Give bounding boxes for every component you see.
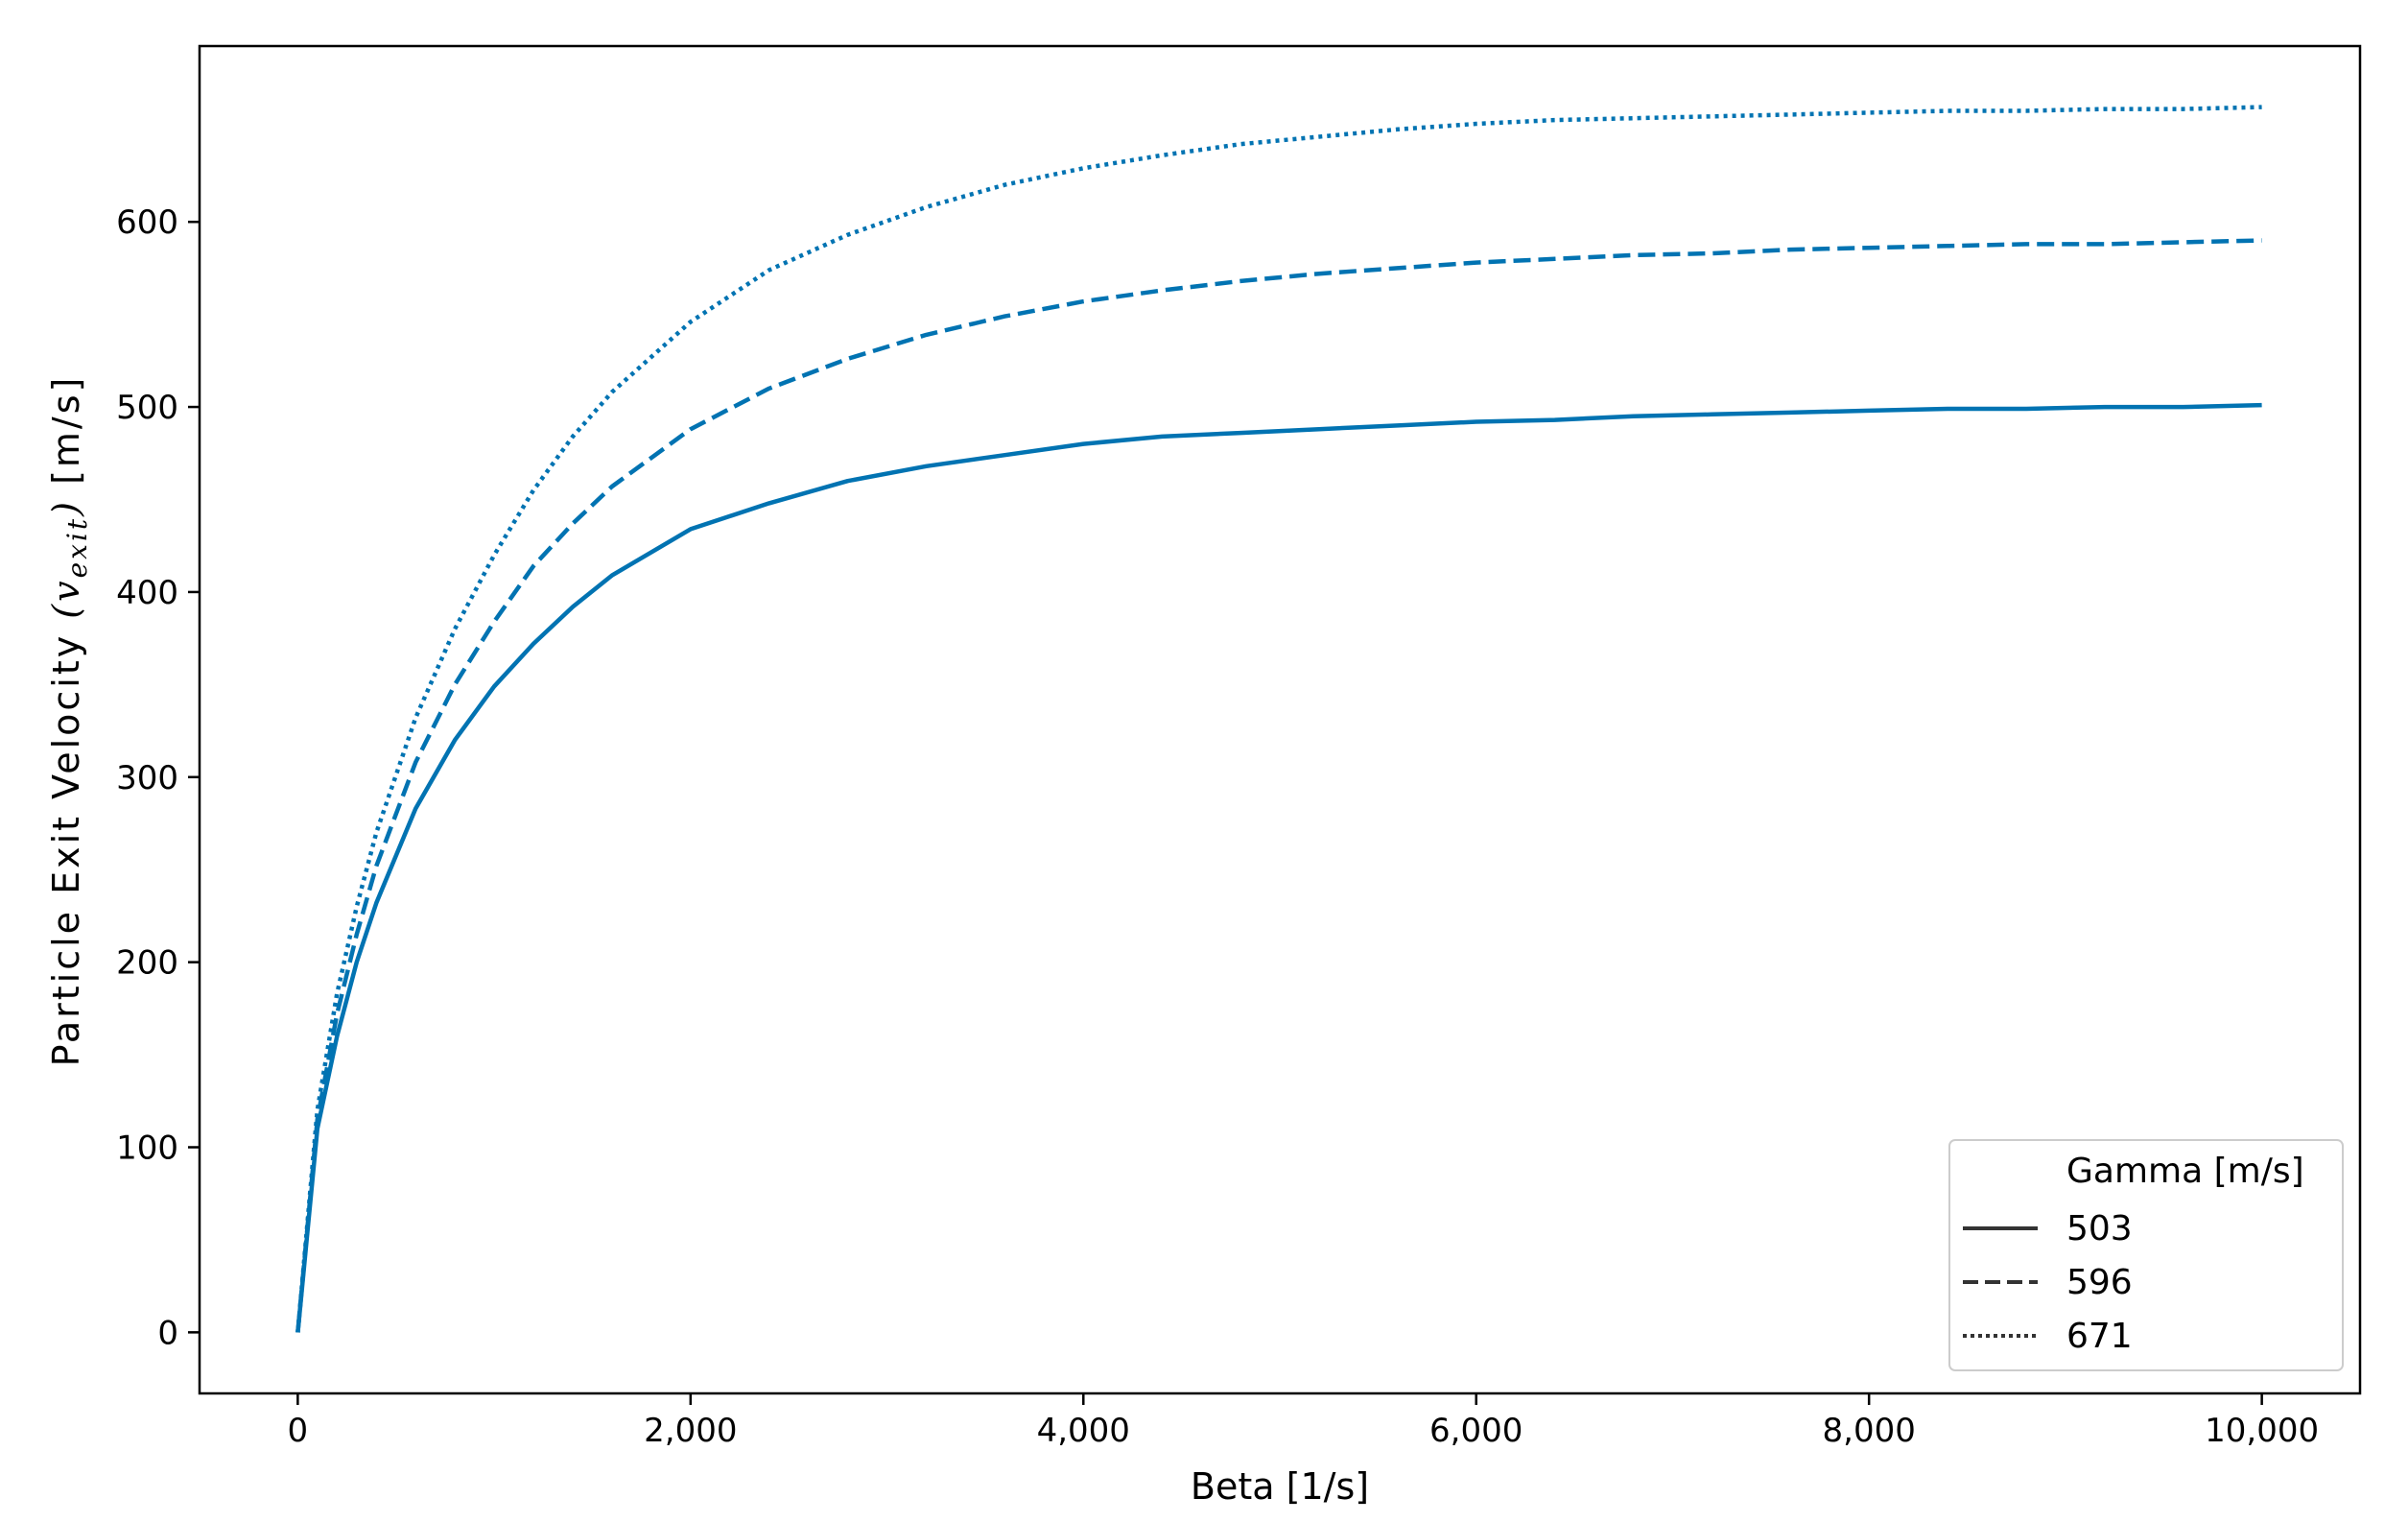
series-line-503: [295, 402, 2262, 1333]
y-axis-label-math-sub: exit: [61, 516, 93, 579]
y-tick-label: 300: [116, 759, 178, 797]
x-tick-label: 2,000: [644, 1412, 737, 1450]
legend: Gamma [m/s] 503 596 671: [1948, 1139, 2344, 1371]
y-axis-label: Particle Exit Velocity (vexit) [m/s]: [45, 375, 93, 1067]
x-axis-label: Beta [1/s]: [1191, 1465, 1369, 1508]
legend-label-503: 503: [2066, 1209, 2133, 1249]
y-axis-ticks: 0 100 200 300 400 500 600: [116, 203, 200, 1352]
y-tick-label: 200: [116, 944, 178, 983]
legend-title: Gamma [m/s]: [2066, 1152, 2304, 1191]
x-tick-label: 0: [288, 1412, 309, 1450]
x-tick-label: 10,000: [2205, 1412, 2319, 1450]
y-axis-label-math-v: v: [45, 578, 87, 601]
x-tick-label: 4,000: [1037, 1412, 1130, 1450]
legend-box: [1948, 1139, 2344, 1371]
y-tick-label: 0: [157, 1314, 178, 1352]
y-tick-label: 100: [116, 1130, 178, 1168]
x-tick-label: 6,000: [1429, 1412, 1523, 1450]
plot-frame: [198, 44, 2362, 1395]
series-layer: [295, 105, 2262, 1333]
y-axis-label-suffix: [m/s]: [45, 375, 87, 499]
series-line-596: [295, 238, 2262, 1333]
series-line-671: [295, 105, 2262, 1333]
legend-label-596: 596: [2066, 1263, 2133, 1302]
y-tick-label: 400: [116, 574, 178, 612]
y-axis-label-math-open: (: [45, 602, 87, 619]
x-axis-ticks: 0 2,000 4,000 6,000 8,000 10,000: [288, 1393, 2319, 1450]
y-tick-label: 600: [116, 203, 178, 242]
x-tick-label: 8,000: [1823, 1412, 1916, 1450]
legend-label-671: 671: [2066, 1317, 2133, 1356]
y-axis-label-math-close: ): [45, 499, 87, 517]
y-tick-label: 500: [116, 389, 178, 427]
y-axis-label-prefix: Particle Exit Velocity: [45, 619, 87, 1067]
